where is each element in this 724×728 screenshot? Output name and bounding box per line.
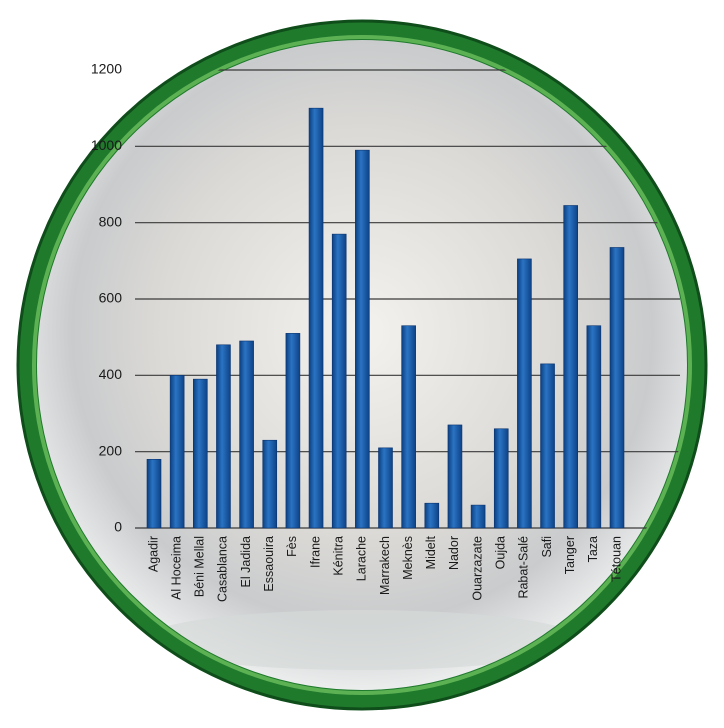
bar: [401, 325, 416, 529]
x-tick-label: Béni Mellal: [193, 536, 207, 597]
x-tick-label: Casablanca: [216, 536, 230, 602]
frame-highlight: [32, 35, 692, 695]
bar: [331, 233, 347, 529]
x-tick-label: Tétouan: [609, 536, 623, 582]
bar: [146, 458, 162, 529]
x-tick-label: Essaouira: [262, 536, 276, 592]
x-tick-label: Al Hoceima: [169, 536, 183, 600]
y-tick-label: 1000: [91, 137, 122, 153]
x-tick-label: Safi: [540, 536, 554, 558]
bar: [447, 424, 463, 529]
backdrop-hills: [142, 610, 582, 670]
bar: [378, 447, 393, 529]
bar: [470, 504, 486, 529]
x-tick-label: Fès: [285, 536, 299, 557]
y-tick-label: 200: [99, 442, 123, 458]
bar: [424, 502, 440, 529]
bar: [262, 439, 278, 529]
y-tick-label: 1200: [91, 61, 122, 77]
x-tick-label: Midelt: [424, 535, 438, 569]
x-tick-label: Taza: [586, 536, 600, 562]
x-tick-label: Rabat-Salé: [517, 536, 531, 599]
bar: [308, 107, 324, 529]
frame-ring: [17, 20, 707, 710]
bar: [355, 149, 370, 529]
x-tick-label: Meknès: [401, 536, 415, 580]
x-tick-label: Ifrane: [308, 536, 322, 568]
y-tick-label: 400: [99, 366, 123, 382]
bar: [285, 333, 301, 529]
bar: [169, 375, 185, 529]
x-tick-label: Ouarzazate: [470, 536, 484, 601]
frame-edge: [16, 19, 708, 711]
x-tick-label: Oujda: [494, 536, 508, 569]
x-tick-label: Agadir: [146, 536, 160, 572]
bar: [193, 378, 208, 529]
bar: [493, 428, 509, 529]
y-tick-label: 600: [99, 290, 123, 306]
x-tick-label: Larache: [355, 536, 369, 581]
x-tick-label: Kénitra: [331, 536, 345, 576]
bar: [216, 344, 231, 529]
bar: [239, 340, 254, 529]
bar: [540, 363, 555, 529]
x-tick-label: Marrakech: [378, 536, 392, 595]
bar: [586, 325, 602, 529]
x-tick-label: Tanger: [563, 536, 577, 574]
y-tick-label: 800: [99, 213, 123, 229]
bar: [517, 258, 532, 529]
bar: [609, 247, 625, 529]
y-tick-label: 0: [114, 519, 122, 535]
bar: [563, 205, 579, 529]
x-tick-label: El Jadida: [239, 536, 253, 587]
x-tick-label: Nador: [447, 536, 461, 570]
